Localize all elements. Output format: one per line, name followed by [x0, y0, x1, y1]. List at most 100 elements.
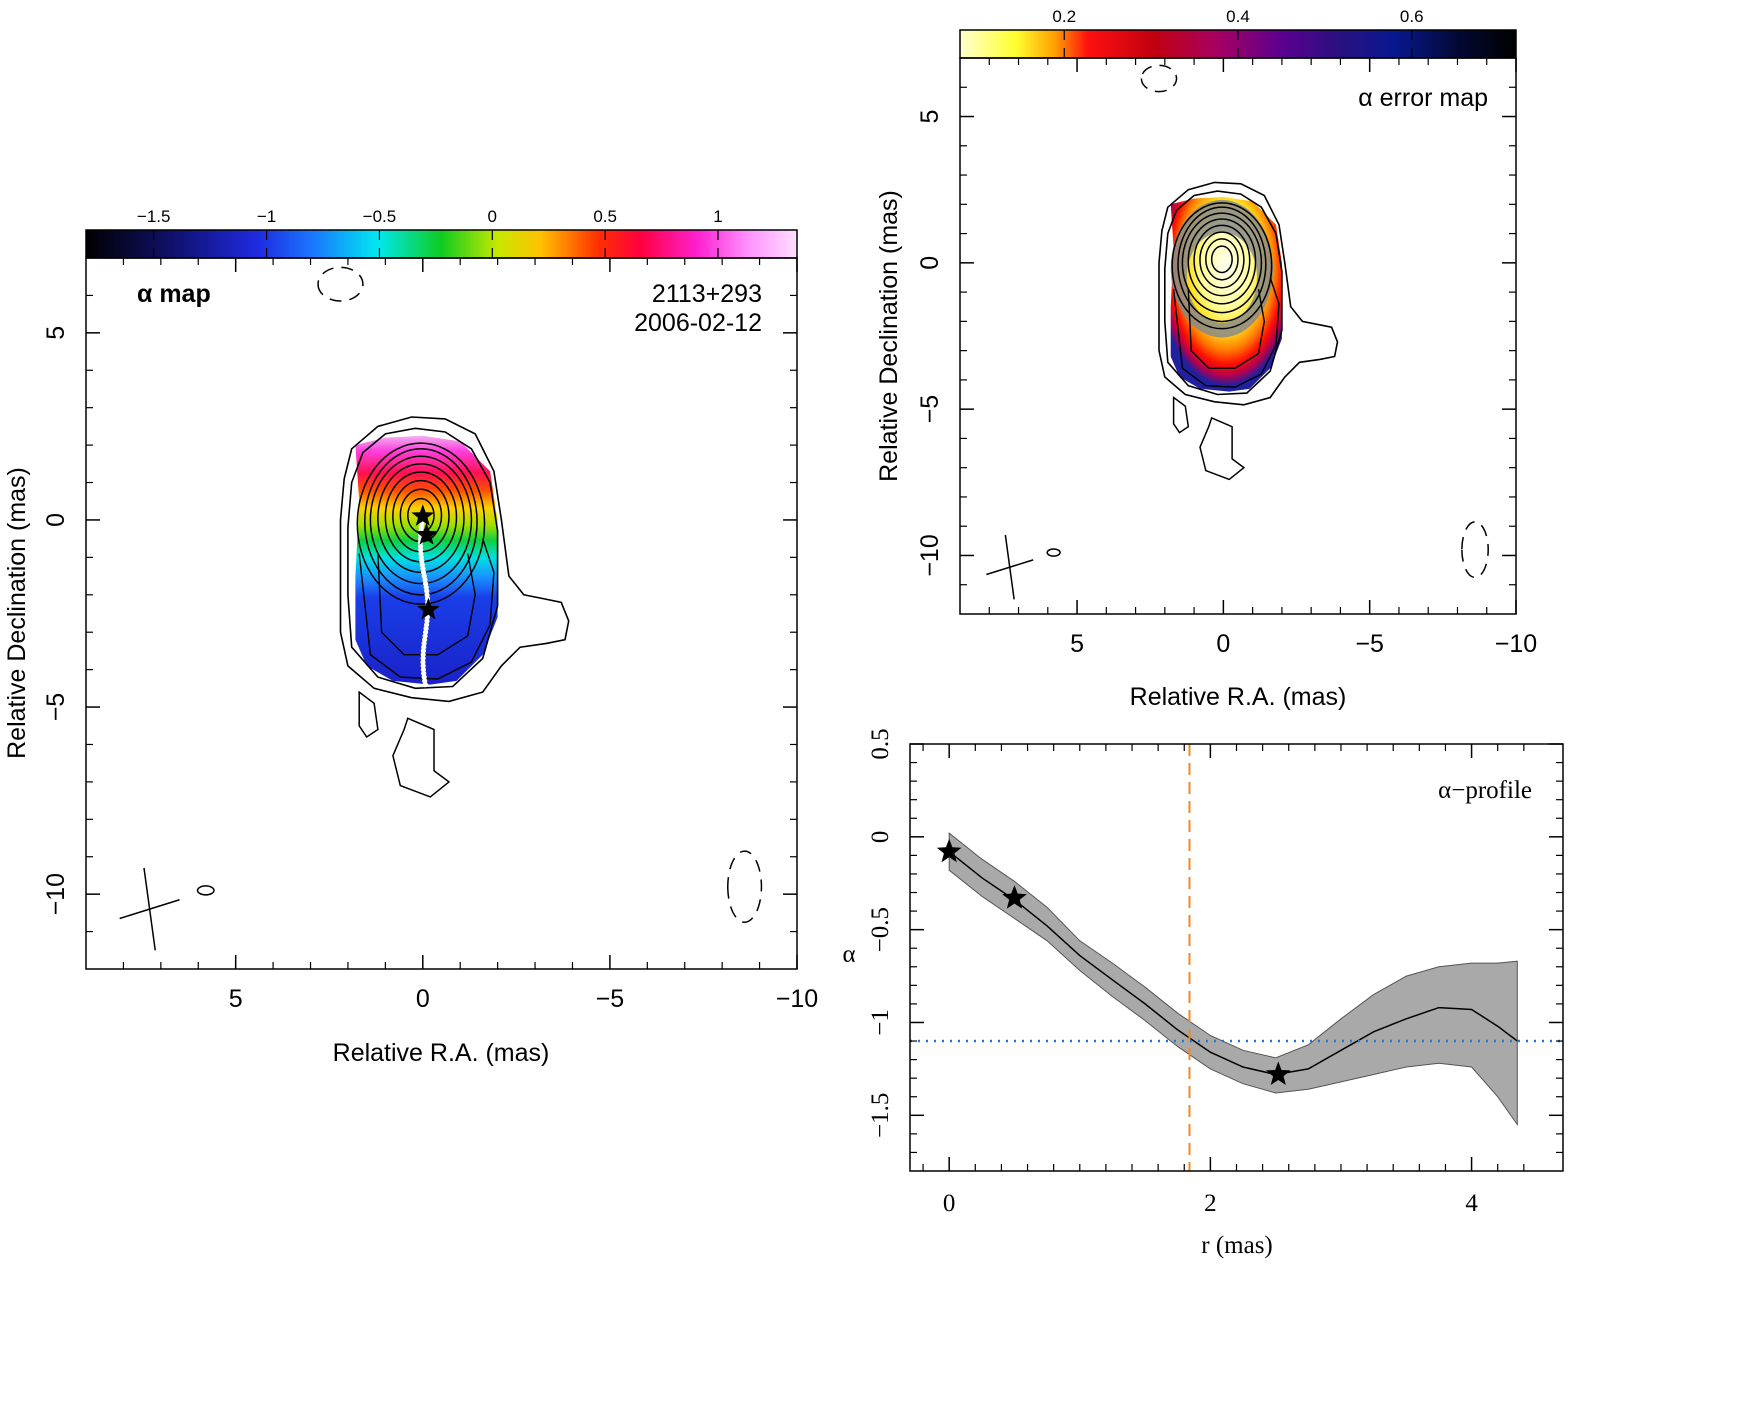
x-tick-label: 5	[1070, 630, 1084, 658]
profile-xlabel: r (mas)	[1201, 1232, 1273, 1259]
ridge-point	[423, 629, 429, 635]
ridge-point	[418, 524, 424, 531]
ridge-point	[421, 674, 427, 680]
y-tick-label: −5	[916, 395, 944, 424]
ridge-point	[418, 551, 424, 557]
y-tick-label: −10	[916, 534, 944, 576]
core-contour	[1177, 206, 1267, 323]
component-star	[411, 504, 435, 526]
profile-plot-area	[910, 744, 1563, 1171]
ridge-point	[420, 663, 426, 669]
colorbar-tick-label: −0.5	[363, 207, 397, 226]
blob-contour	[392, 717, 451, 798]
alpha-map-ticks: 5 0 −5 −10 5 0 −5 −10	[42, 258, 818, 1013]
colorbar-tick-label: −1.5	[137, 207, 171, 226]
profile-y-tick-label: 0	[867, 831, 894, 844]
x-tick-label: −5	[1355, 630, 1384, 658]
small-contour	[1046, 548, 1061, 557]
core-contour	[1171, 201, 1273, 330]
negative-contour	[317, 266, 364, 302]
ridge-point	[422, 682, 428, 688]
contour	[347, 427, 499, 690]
component-markers	[411, 504, 440, 620]
ridge-point	[424, 588, 430, 594]
y-tick-label: 0	[42, 513, 70, 527]
colorbar-tick-label: 0.2	[1052, 7, 1076, 26]
error-map-ylabel: Relative Declination (mas)	[875, 190, 903, 482]
y-tick-label: 5	[42, 326, 70, 340]
core-contour	[1199, 231, 1245, 289]
beam-minor-axis	[119, 899, 180, 920]
spectral-index-fill	[355, 435, 498, 685]
profile-title: α−profile	[1438, 777, 1532, 804]
alpha-map-title: α map	[137, 280, 211, 308]
core-contour	[356, 442, 486, 606]
blob-contour	[358, 690, 379, 739]
source-name: 2113+293	[652, 280, 762, 308]
y-tick-label: −5	[42, 693, 70, 722]
core-contour	[1187, 218, 1257, 305]
alpha-profile-panel: 0 2 4 0.5 0 −0.5 −1 −1.5 α−profile r (mas) α	[842, 728, 1564, 1259]
x-tick-label: −5	[596, 985, 625, 1013]
core-contour	[1181, 212, 1263, 314]
alpha-map-ylabel: Relative Declination (mas)	[3, 467, 31, 759]
core-contour	[1193, 224, 1251, 297]
profile-y-tick-label: 0.5	[867, 728, 894, 759]
profile-y-tick-label: −1.5	[867, 1093, 894, 1138]
ridge-point	[420, 652, 426, 658]
alpha-colorbar	[85, 229, 798, 259]
blob-contour	[1172, 396, 1190, 434]
ridge-point	[420, 667, 426, 673]
profile-frame	[909, 743, 1564, 1172]
jet-contour	[358, 538, 495, 680]
outer-contour	[339, 416, 570, 703]
profile-line	[948, 851, 1518, 1076]
error-map-frame	[959, 57, 1517, 615]
y-tick-label: 0	[916, 256, 944, 270]
colorbar-tick-label: −1	[257, 207, 276, 226]
alpha-error-map-panel: 0.2 0.4 0.6 5 0 −5 −10 5 0 −5 −10 α error map Rel…	[875, 7, 1537, 711]
error-map-xlabel: Relative R.A. (mas)	[1130, 683, 1347, 711]
small-contour	[196, 885, 215, 896]
alpha-map-panel: −1.5 −1 −0.5 0 0.5 1 5 0 −5 −10 5 0 −5 −10 α map 211…	[3, 207, 818, 1067]
core-contour	[369, 455, 473, 585]
error-map-title: α error map	[1358, 84, 1488, 112]
ridge-point	[420, 648, 426, 654]
error-map-contours	[1046, 64, 1489, 579]
alpha-map-frame	[85, 257, 798, 970]
x-tick-label: −10	[1495, 630, 1537, 658]
error-beam-cross	[986, 534, 1034, 600]
ridge-point	[420, 659, 426, 665]
error-image	[986, 64, 1489, 600]
error-colorbar-ticks: 0.2 0.4 0.6	[1052, 7, 1424, 58]
x-tick-label: −10	[776, 985, 818, 1013]
core-contour	[1210, 245, 1233, 274]
component-star	[415, 522, 438, 545]
profile-ylabel: α	[842, 941, 855, 968]
profile-component-star	[1002, 885, 1027, 909]
ridge-point	[417, 543, 424, 549]
y-tick-label: −10	[42, 873, 70, 915]
contour	[1164, 190, 1283, 396]
ridge-point	[421, 640, 427, 647]
core-contour	[364, 448, 478, 596]
ridge-point	[424, 622, 430, 628]
alpha-colorbar-ticks: −1.5 −1 −0.5 0 0.5 1	[137, 207, 723, 258]
colorbar-tick-label: 0.4	[1226, 7, 1250, 26]
core-contour	[392, 479, 450, 553]
negative-contour	[1140, 64, 1178, 93]
colorbar-tick-label: 0.5	[593, 207, 617, 226]
profile-x-tick-label: 0	[943, 1190, 956, 1217]
x-tick-label: 5	[229, 985, 243, 1013]
x-tick-label: 0	[1216, 630, 1230, 658]
jet-contour	[1187, 289, 1266, 369]
profile-component-markers	[936, 838, 1291, 1085]
profile-component-star	[1265, 1061, 1291, 1085]
x-tick-label: 0	[416, 985, 430, 1013]
beam-cross	[119, 867, 180, 951]
error-map-ticks: 5 0 −5 −10 5 0 −5 −10	[916, 58, 1537, 658]
jet-contour	[1172, 277, 1280, 388]
profile-component-star	[936, 838, 962, 863]
beam-minor-axis	[986, 559, 1034, 576]
